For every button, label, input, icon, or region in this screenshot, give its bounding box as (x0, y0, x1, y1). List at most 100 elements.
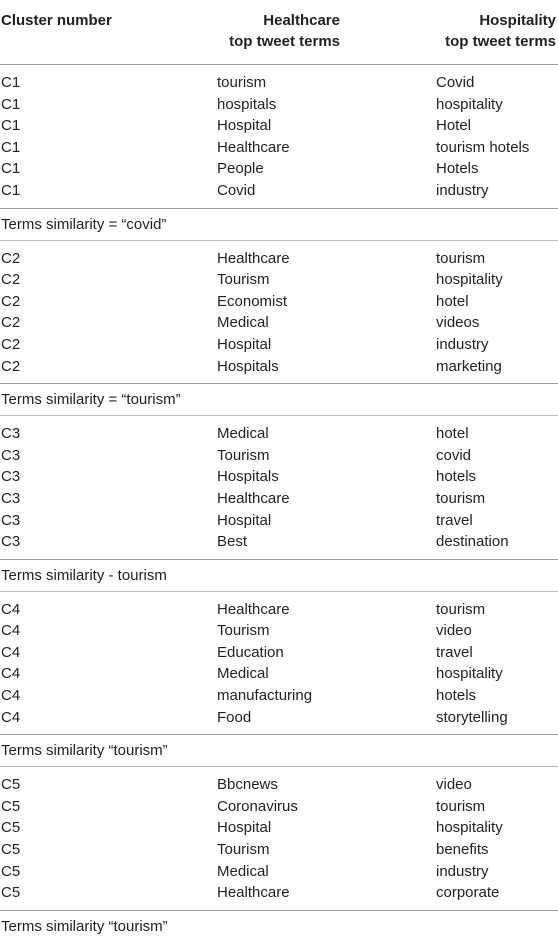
table-row: C2 Tourism hospitality (0, 269, 558, 291)
cluster-cell: C4 (1, 600, 21, 618)
table-row: C4 Healthcare tourism (0, 599, 558, 621)
cluster-group: C5 Bbcnews video C5 Coronavirus tourism C5 Hosp… (0, 767, 558, 911)
table-row: C1 hospitals hospitality (0, 94, 558, 116)
table-row: C3 Hospitals hotels (0, 466, 558, 488)
hospitality-term-cell: hospitality (436, 271, 503, 289)
terms-similarity-note: Terms similarity - tourism (0, 560, 558, 592)
healthcare-term-cell: Healthcare (217, 249, 290, 267)
table-header: Cluster number Healthcare top tweet term… (0, 0, 558, 65)
cluster-cell: C5 (1, 797, 21, 815)
hospitality-term-cell: tourism (436, 489, 486, 507)
column-header-hospitality: Hospitality top tweet terms (424, 10, 556, 52)
hospitality-term-cell: marketing (436, 357, 502, 375)
healthcare-term-cell: Healthcare (217, 884, 290, 902)
cluster-cell: C2 (1, 249, 21, 267)
healthcare-term-cell: Healthcare (217, 600, 290, 618)
table-row: C2 Economist hotel (0, 291, 558, 313)
cluster-cell: C1 (1, 160, 21, 178)
table-row: C3 Best destination (0, 531, 558, 553)
hospitality-term-cell: tourism hotels (436, 138, 530, 156)
table-row: C3 Medical hotel (0, 423, 558, 445)
cluster-cell: C1 (1, 181, 21, 199)
cluster-cell: C3 (1, 489, 21, 507)
cluster-cell: C5 (1, 819, 21, 837)
cluster-cell: C4 (1, 708, 21, 726)
cluster-cell: C5 (1, 776, 21, 794)
table-row: C5 Coronavirus tourism (0, 796, 558, 818)
hospitality-term-cell: industry (436, 862, 489, 880)
hospitality-term-cell: industry (436, 181, 489, 199)
table-row: C5 Bbcnews video (0, 774, 558, 796)
hospitality-term-cell: storytelling (436, 708, 508, 726)
cluster-cell: C5 (1, 862, 21, 880)
hospitality-term-cell: Hotel (436, 117, 472, 135)
hospitality-term-cell: Hotels (436, 160, 479, 178)
hospitality-term-cell: videos (436, 314, 480, 332)
healthcare-header-line2: top tweet terms (229, 33, 340, 50)
healthcare-term-cell: Medical (217, 314, 269, 332)
table-row: C2 Hospitals marketing (0, 356, 558, 378)
healthcare-term-cell: Bbcnews (217, 776, 278, 794)
hospitality-term-cell: corporate (436, 884, 500, 902)
cluster-cell: C4 (1, 687, 21, 705)
hospitality-term-cell: travel (436, 511, 473, 529)
healthcare-term-cell: Hospital (217, 511, 272, 529)
terms-similarity-note: Terms similarity = “covid” (0, 209, 558, 241)
healthcare-term-cell: Tourism (217, 841, 270, 859)
table-row: C2 Healthcare tourism (0, 248, 558, 270)
healthcare-term-cell: Medical (217, 665, 269, 683)
hospitality-term-cell: covid (436, 446, 472, 464)
healthcare-term-cell: Coronavirus (217, 797, 298, 815)
healthcare-header-line1: Healthcare (263, 12, 340, 29)
terms-similarity-note: Terms similarity “tourism” (0, 735, 558, 768)
table-row: C3 Hospital travel (0, 510, 558, 532)
cluster-cell: C4 (1, 665, 21, 683)
table-row: C5 Hospital hospitality (0, 817, 558, 839)
healthcare-term-cell: Healthcare (217, 138, 290, 156)
healthcare-term-cell: Hospitals (217, 468, 279, 486)
hospitality-term-cell: travel (436, 643, 473, 661)
healthcare-term-cell: Tourism (217, 446, 270, 464)
cluster-cell: C1 (1, 74, 21, 91)
hospitality-term-cell: hospitality (436, 819, 503, 837)
table-row: C1 tourism Covid (0, 72, 558, 94)
healthcare-term-cell: hospitals (217, 95, 277, 113)
table-row: C1 Healthcare tourism hotels (0, 137, 558, 159)
healthcare-term-cell: People (217, 160, 264, 178)
cluster-header-label: Cluster number (1, 12, 112, 29)
cluster-cell: C2 (1, 357, 21, 375)
cluster-group: C3 Medical hotel C3 Tourism covid C3 Hospitals h… (0, 416, 558, 560)
healthcare-term-cell: Economist (217, 292, 288, 310)
cluster-cell: C3 (1, 425, 21, 443)
hospitality-term-cell: tourism (436, 797, 486, 815)
table-row: C3 Tourism covid (0, 445, 558, 467)
cluster-cell: C3 (1, 468, 21, 486)
table-row: C4 Food storytelling (0, 707, 558, 729)
healthcare-term-cell: Tourism (217, 271, 270, 289)
table-row: C4 Medical hospitality (0, 663, 558, 685)
hospitality-term-cell: video (436, 776, 472, 794)
hospitality-term-cell: hotel (436, 425, 469, 443)
table-row: C5 Tourism benefits (0, 839, 558, 861)
cluster-cell: C2 (1, 335, 21, 353)
table-row: C4 Education travel (0, 642, 558, 664)
hospitality-term-cell: industry (436, 335, 489, 353)
hospitality-term-cell: hotels (436, 468, 477, 486)
healthcare-term-cell: Food (217, 708, 252, 726)
column-header-healthcare: Healthcare top tweet terms (216, 10, 340, 52)
table-body: C1 tourism Covid C1 hospitals hospitality C1 Ho… (0, 65, 558, 942)
hospitality-header-line2: top tweet terms (445, 33, 556, 50)
hospitality-header-line1: Hospitality (479, 12, 556, 29)
table-row: C1 People Hotels (0, 158, 558, 180)
table-row: C4 manufacturing hotels (0, 685, 558, 707)
healthcare-term-cell: Hospital (217, 117, 272, 135)
hospitality-term-cell: destination (436, 533, 509, 551)
hospitality-term-cell: Covid (436, 74, 475, 91)
table-row: C1 Hospital Hotel (0, 115, 558, 137)
hospitality-term-cell: hospitality (436, 665, 503, 683)
hospitality-term-cell: benefits (436, 841, 489, 859)
cluster-cell: C3 (1, 446, 21, 464)
cluster-group: C4 Healthcare tourism C4 Tourism video C4 Educa… (0, 592, 558, 736)
cluster-cell: C4 (1, 622, 21, 640)
